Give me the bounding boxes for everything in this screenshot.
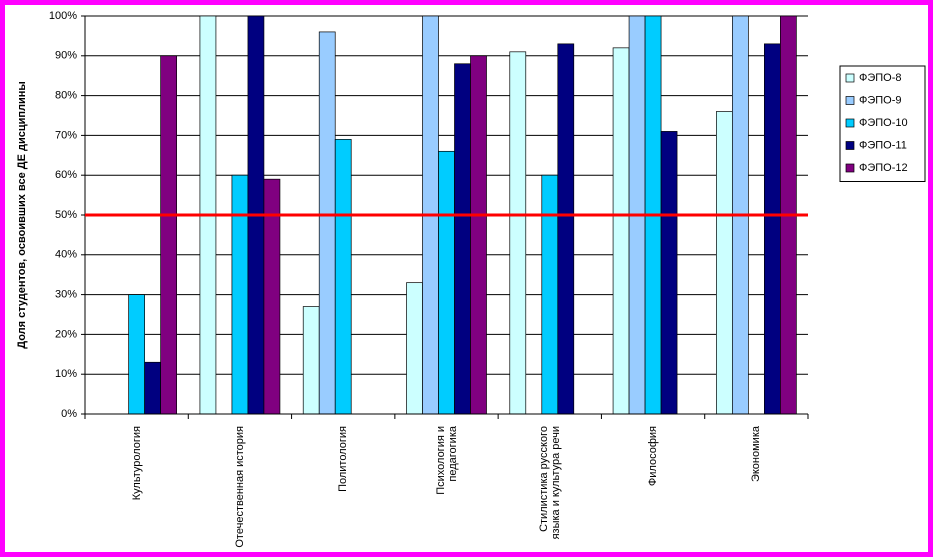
bar [302,306,320,415]
x-tick-label: Стилистика русского языка и культура реч… [537,426,562,540]
legend-label: ФЭПО-8 [859,72,902,84]
x-tick-label: Отечественная история [233,426,246,548]
legend-label: ФЭПО-11 [859,139,907,151]
bar [128,294,145,415]
bar [438,150,455,415]
bar [764,43,781,415]
legend-label: ФЭПО-9 [859,94,902,106]
bar [716,111,733,415]
x-tick-label: Экономика [750,426,763,483]
legend-swatch [845,163,855,173]
bar [231,174,249,415]
y-tick-label: 10% [55,368,77,380]
y-tick-label: 90% [55,50,77,62]
y-tick-label: 30% [55,289,77,301]
legend-label: ФЭПО-12 [859,162,908,174]
bar [144,361,161,415]
bar [612,47,630,415]
x-tick-label: Культурология [130,426,143,501]
bar [318,31,336,415]
bar [454,63,471,415]
y-tick-label: 50% [55,209,77,221]
bar [470,55,487,415]
bar [160,55,177,415]
legend-swatch [845,141,855,150]
bar [334,139,352,415]
legend-label: ФЭПО-10 [859,117,908,129]
y-tick-label: 40% [55,249,77,261]
x-tick-label: Философия [647,426,660,487]
y-axis-label: Доля студентов, освоивших все ДЕ дисципл… [16,81,28,349]
y-tick-label: 80% [55,90,77,102]
y-tick-label: 0% [61,408,77,420]
y-tick-label: 70% [55,129,77,141]
y-tick-label: 60% [55,169,77,181]
legend-swatch [845,73,855,83]
x-tick-label: Политология [337,426,350,492]
bar [509,51,527,415]
legend-swatch [845,96,855,105]
y-tick-label: 100% [49,10,77,22]
bar [557,43,575,415]
x-tick-label: Психология и педагогика [434,426,459,495]
bar [660,131,678,415]
bar [541,174,559,415]
legend-swatch [845,118,855,128]
y-tick-label: 20% [55,328,77,340]
bar [406,282,423,415]
